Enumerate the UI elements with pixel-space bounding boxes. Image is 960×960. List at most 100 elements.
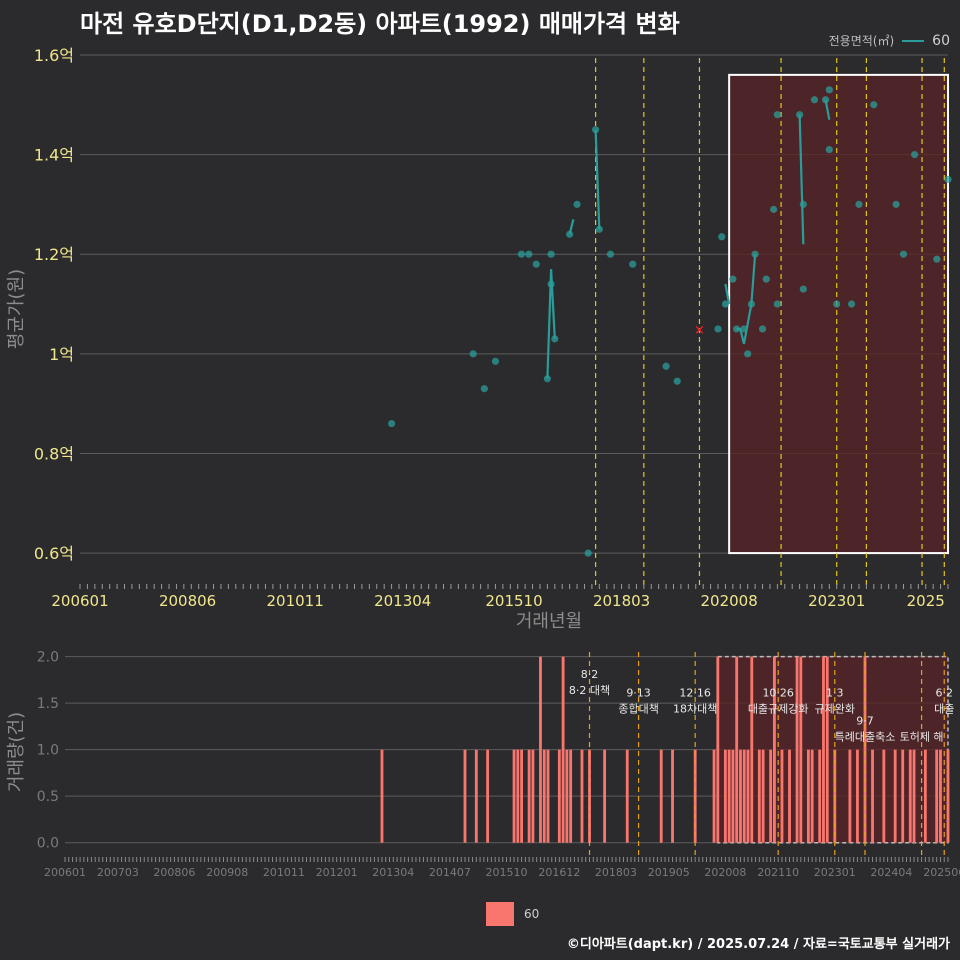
price-point-24 xyxy=(732,325,741,333)
price-point-27 xyxy=(747,300,756,308)
price-point-39 xyxy=(825,86,833,94)
volume-x-tick-label: 201304 xyxy=(372,866,414,879)
volume-bar-53 xyxy=(901,749,905,843)
volume-bar-56 xyxy=(923,749,927,843)
policy-annotation-date: 9·7 xyxy=(856,714,874,727)
price-point-10 xyxy=(551,335,559,343)
price-x-tick-label: 201803 xyxy=(593,592,650,610)
volume-bar-58 xyxy=(939,749,942,843)
price-point-14 xyxy=(592,126,600,134)
policy-annotation-date: 9·13 xyxy=(626,686,651,699)
volume-bar-40 xyxy=(799,656,803,843)
volume-bar-41 xyxy=(806,749,810,843)
price-series-line-2 xyxy=(594,129,601,230)
price-series-line-0 xyxy=(546,269,556,379)
price-point-35 xyxy=(799,285,807,293)
volume-x-tick-label: 200908 xyxy=(206,866,248,879)
volume-bar-4 xyxy=(512,749,516,843)
volume-bar-39 xyxy=(795,656,799,843)
policy-annotation-label: 토허제 해 xyxy=(900,729,944,743)
volume-bar-36 xyxy=(773,656,776,843)
volume-bar-24 xyxy=(716,656,720,843)
price-point-3 xyxy=(491,357,500,365)
volume-bar-43 xyxy=(818,749,822,843)
volume-bar-59 xyxy=(946,749,950,843)
volume-bar-38 xyxy=(788,749,791,843)
price-point-44 xyxy=(870,101,878,109)
price-point-26 xyxy=(744,350,752,358)
chart-title: 마전 유호D단지(D1,D2동) 아파트(1992) 매매가격 변화 xyxy=(80,10,680,38)
price-point-9 xyxy=(547,250,555,258)
volume-bar-10 xyxy=(542,749,546,843)
price-y-tick-label: 1억 xyxy=(49,345,74,364)
policy-annotation-label: 8·2 대책 xyxy=(569,684,610,697)
price-x-tick-label: 201011 xyxy=(267,592,324,610)
volume-bar-26 xyxy=(727,749,731,843)
volume-x-tick-label: 201905 xyxy=(648,866,690,879)
volume-x-tick-label: 201803 xyxy=(595,866,637,879)
volume-x-tick-label: 201201 xyxy=(316,866,358,879)
legend-top: 전용면적(㎡) 60 xyxy=(829,32,950,49)
volume-x-tick-label: 202506 xyxy=(923,866,960,879)
price-point-38 xyxy=(821,96,830,104)
volume-x-tick-label: 202008 xyxy=(704,866,746,879)
volume-bar-55 xyxy=(912,749,916,843)
policy-annotation-label: 대출 xyxy=(934,702,954,715)
price-x-tick-label: 202008 xyxy=(701,592,758,610)
price-point-37 xyxy=(810,96,819,104)
price-point-47 xyxy=(911,150,919,159)
policy-annotation-label: 규제완화 xyxy=(815,702,855,715)
price-point-28 xyxy=(751,250,759,258)
price-point-2 xyxy=(480,385,488,393)
price-x-tick-label: 200601 xyxy=(51,592,108,610)
volume-bar-27 xyxy=(731,749,735,843)
price-y-axis-title: 평균가(원) xyxy=(6,269,27,349)
price-point-5 xyxy=(525,250,533,258)
volume-y-tick-label: 0.5 xyxy=(37,789,59,805)
volume-bar-9 xyxy=(539,656,542,843)
price-point-8 xyxy=(547,280,555,288)
price-series-line-5 xyxy=(798,114,805,245)
volume-bar-12 xyxy=(557,749,561,843)
volume-bar-33 xyxy=(757,749,761,843)
volume-bar-37 xyxy=(780,749,784,843)
price-point-17 xyxy=(629,260,637,268)
volume-x-tick-label: 201011 xyxy=(263,866,305,879)
price-point-4 xyxy=(517,250,526,258)
policy-annotation-date: 6·2 xyxy=(935,686,953,699)
price-point-33 xyxy=(773,111,781,119)
price-point-40 xyxy=(825,145,833,154)
price-x-tick-label: 2025 xyxy=(907,592,945,610)
volume-bar-28 xyxy=(735,656,739,843)
price-point-23 xyxy=(729,275,737,283)
price-point-49 xyxy=(944,175,952,184)
volume-bar-16 xyxy=(580,749,584,843)
price-y-tick-label: 0.8억 xyxy=(34,444,74,463)
volume-y-tick-label: 1.5 xyxy=(37,696,59,712)
legend-bar-swatch xyxy=(486,902,514,926)
legend-line-swatch xyxy=(902,39,925,42)
volume-bar-48 xyxy=(856,749,859,843)
volume-x-tick-label: 202301 xyxy=(814,866,856,879)
price-point-6 xyxy=(532,260,540,268)
volume-bar-51 xyxy=(882,749,886,843)
price-point-19 xyxy=(673,377,681,385)
volume-bar-20 xyxy=(659,749,663,843)
policy-annotation-date: 1·3 xyxy=(826,686,844,699)
price-x-tick-label: 201304 xyxy=(374,592,431,610)
volume-bar-2 xyxy=(474,749,478,843)
volume-bar-54 xyxy=(908,749,912,843)
price-point-25 xyxy=(740,325,748,333)
price-x-tick-label: 200806 xyxy=(159,592,216,610)
volume-bar-49 xyxy=(863,656,867,843)
volume-x-tick-label: 202110 xyxy=(757,866,799,879)
volume-bar-57 xyxy=(935,749,939,843)
volume-bar-7 xyxy=(527,749,531,843)
volume-y-axis-title: 거래량(건) xyxy=(6,712,27,792)
volume-x-tick-label: 202404 xyxy=(870,866,912,879)
price-y-tick-label: 1.4억 xyxy=(34,146,74,165)
price-series-line-3 xyxy=(724,283,731,305)
volume-bar-42 xyxy=(810,749,814,843)
volume-bar-45 xyxy=(825,656,829,843)
price-point-36 xyxy=(799,200,807,208)
